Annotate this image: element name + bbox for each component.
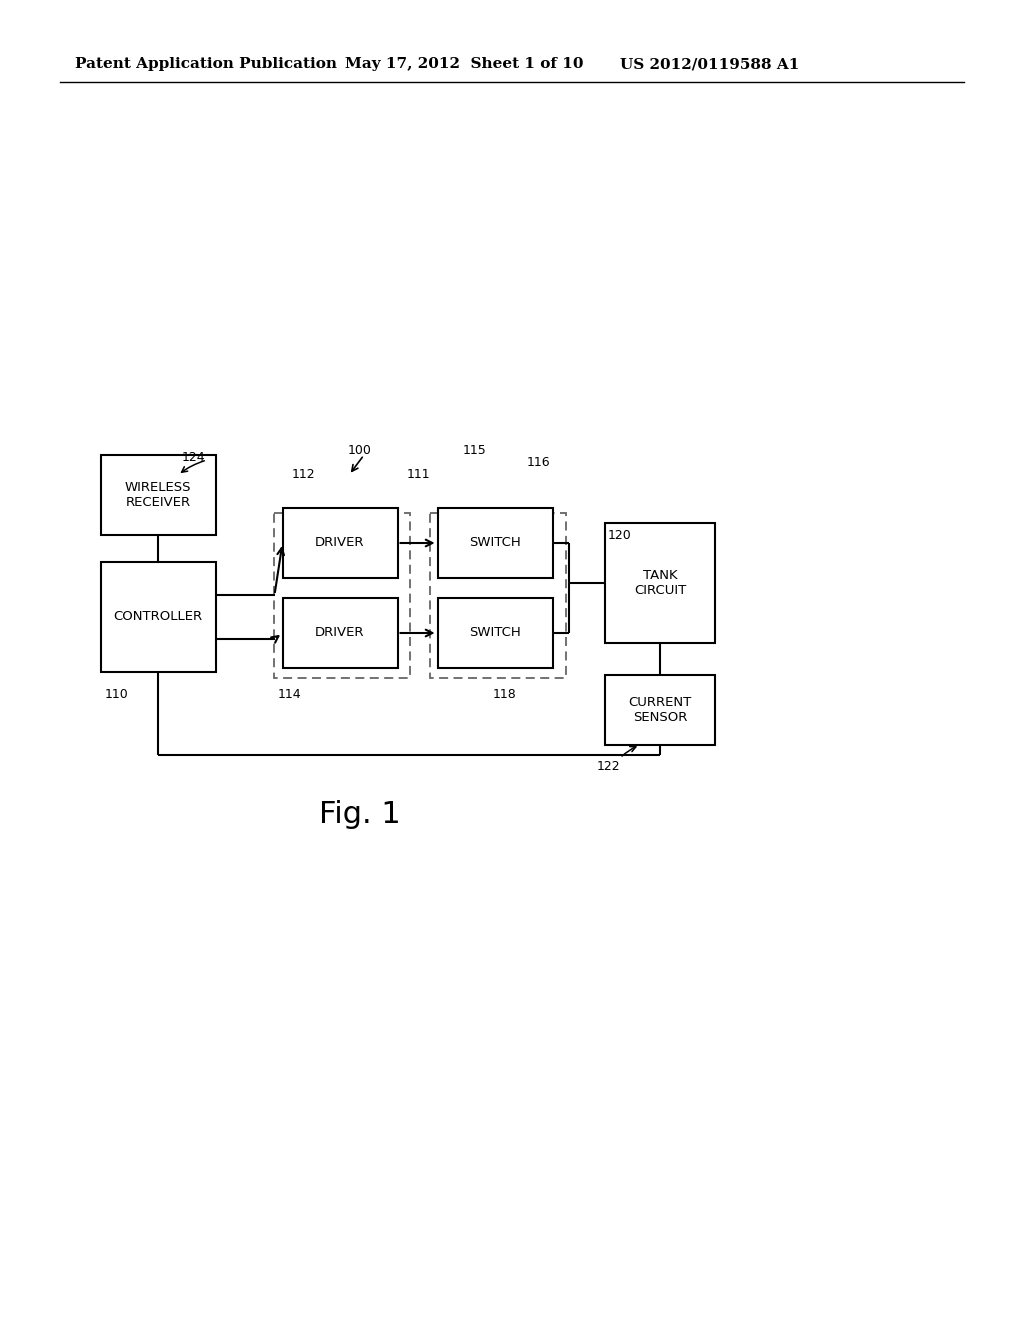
Text: 115: 115 — [463, 444, 486, 457]
Bar — [100, 562, 215, 672]
Bar — [274, 513, 410, 678]
Text: CURRENT
SENSOR: CURRENT SENSOR — [629, 696, 691, 723]
Text: 116: 116 — [527, 455, 551, 469]
Bar — [605, 675, 715, 744]
Text: Fig. 1: Fig. 1 — [319, 800, 400, 829]
Text: May 17, 2012  Sheet 1 of 10: May 17, 2012 Sheet 1 of 10 — [345, 57, 584, 71]
Text: SWITCH: SWITCH — [469, 536, 521, 549]
Text: DRIVER: DRIVER — [315, 536, 365, 549]
Text: Patent Application Publication: Patent Application Publication — [75, 57, 337, 71]
Text: TANK
CIRCUIT: TANK CIRCUIT — [634, 569, 686, 597]
Text: 122: 122 — [597, 760, 621, 774]
Text: 112: 112 — [292, 469, 315, 480]
Bar — [283, 508, 397, 578]
Bar — [437, 598, 553, 668]
Text: 110: 110 — [105, 688, 129, 701]
Bar — [283, 598, 397, 668]
Text: 114: 114 — [278, 688, 302, 701]
Text: SWITCH: SWITCH — [469, 627, 521, 639]
Text: 124: 124 — [182, 451, 206, 465]
Bar — [605, 523, 715, 643]
Text: 111: 111 — [407, 469, 431, 480]
Bar — [100, 455, 215, 535]
Bar — [437, 508, 553, 578]
Text: DRIVER: DRIVER — [315, 627, 365, 639]
Text: 120: 120 — [608, 529, 632, 543]
Text: 100: 100 — [348, 444, 372, 457]
Text: 118: 118 — [493, 688, 517, 701]
Text: CONTROLLER: CONTROLLER — [114, 610, 203, 623]
Text: WIRELESS
RECEIVER: WIRELESS RECEIVER — [125, 480, 191, 510]
Text: US 2012/0119588 A1: US 2012/0119588 A1 — [620, 57, 800, 71]
Bar — [430, 513, 566, 678]
